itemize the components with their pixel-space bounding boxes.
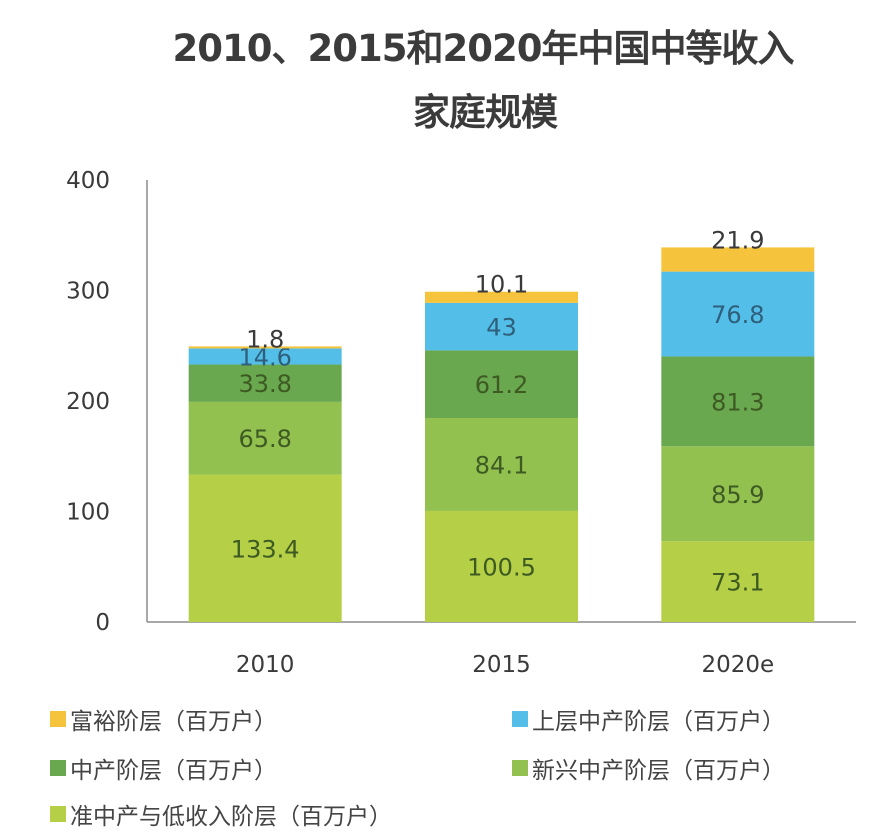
data-label: 81.3	[711, 388, 764, 416]
data-label: 65.8	[238, 425, 291, 453]
data-label: 21.9	[711, 226, 764, 254]
bar-segment	[188, 364, 342, 402]
legend-item-near-middle-low-income: 准中产与低收入阶层（百万户）	[50, 797, 392, 831]
x-tick-label: 2015	[472, 652, 531, 678]
bar-segment	[425, 302, 578, 351]
data-label: 10.1	[475, 271, 528, 299]
legend-label: 新兴中产阶层（百万户）	[532, 758, 785, 784]
data-label: 43	[486, 314, 517, 342]
bar-segment	[661, 271, 815, 357]
bar-segment	[188, 348, 342, 365]
data-label: 61.2	[475, 371, 528, 399]
data-label: 73.1	[711, 569, 764, 597]
legend-label: 准中产与低收入阶层（百万户）	[70, 804, 392, 830]
stacked-bar-chart: 0100200300400133.465.833.814.61.82010100…	[66, 168, 856, 678]
data-label: 133.4	[231, 535, 300, 563]
legend-swatch	[512, 760, 528, 776]
bar-segment	[188, 346, 342, 349]
y-tick-label: 300	[66, 279, 110, 305]
chart-title-line-2: 家庭规模	[413, 91, 558, 134]
x-tick-label: 2020e	[701, 652, 774, 678]
data-label: 84.1	[475, 451, 528, 479]
data-label: 100.5	[467, 553, 536, 581]
legend-item-middle: 中产阶层（百万户）	[50, 751, 277, 785]
bar-segment	[425, 291, 578, 303]
bar-segment	[661, 247, 815, 272]
bar-segment	[425, 510, 578, 622]
legend-swatch	[50, 711, 66, 727]
y-tick-label: 400	[66, 168, 110, 194]
x-tick-label: 2010	[236, 652, 295, 678]
y-tick-label: 200	[66, 389, 110, 415]
y-tick-label: 100	[66, 500, 110, 526]
legend-swatch	[512, 711, 528, 727]
legend-label: 上层中产阶层（百万户）	[532, 709, 785, 735]
legend-swatch	[50, 760, 66, 776]
legend-item-affluent: 富裕阶层（百万户）	[50, 702, 277, 736]
bar-segment	[661, 356, 815, 447]
chart-title-line-1: 2010、2015和2020年中国中等收入	[172, 27, 795, 70]
legend-swatch	[50, 806, 66, 822]
data-label: 85.9	[711, 481, 764, 509]
bar-segment	[425, 350, 578, 419]
bar-segment	[425, 418, 578, 511]
bar-segment	[188, 474, 342, 622]
legend-item-upper-middle: 上层中产阶层（百万户）	[512, 702, 785, 736]
data-label: 33.8	[238, 370, 291, 398]
legend-label: 中产阶层（百万户）	[70, 758, 277, 784]
bar-segment	[661, 446, 815, 542]
bar-segment	[661, 541, 815, 622]
bar-segment	[188, 401, 342, 475]
data-label: 76.8	[711, 301, 764, 329]
data-label: 1.8	[246, 325, 284, 353]
y-tick-label: 0	[95, 610, 110, 636]
legend-item-emerging-middle: 新兴中产阶层（百万户）	[512, 751, 785, 785]
legend-label: 富裕阶层（百万户）	[70, 709, 277, 735]
